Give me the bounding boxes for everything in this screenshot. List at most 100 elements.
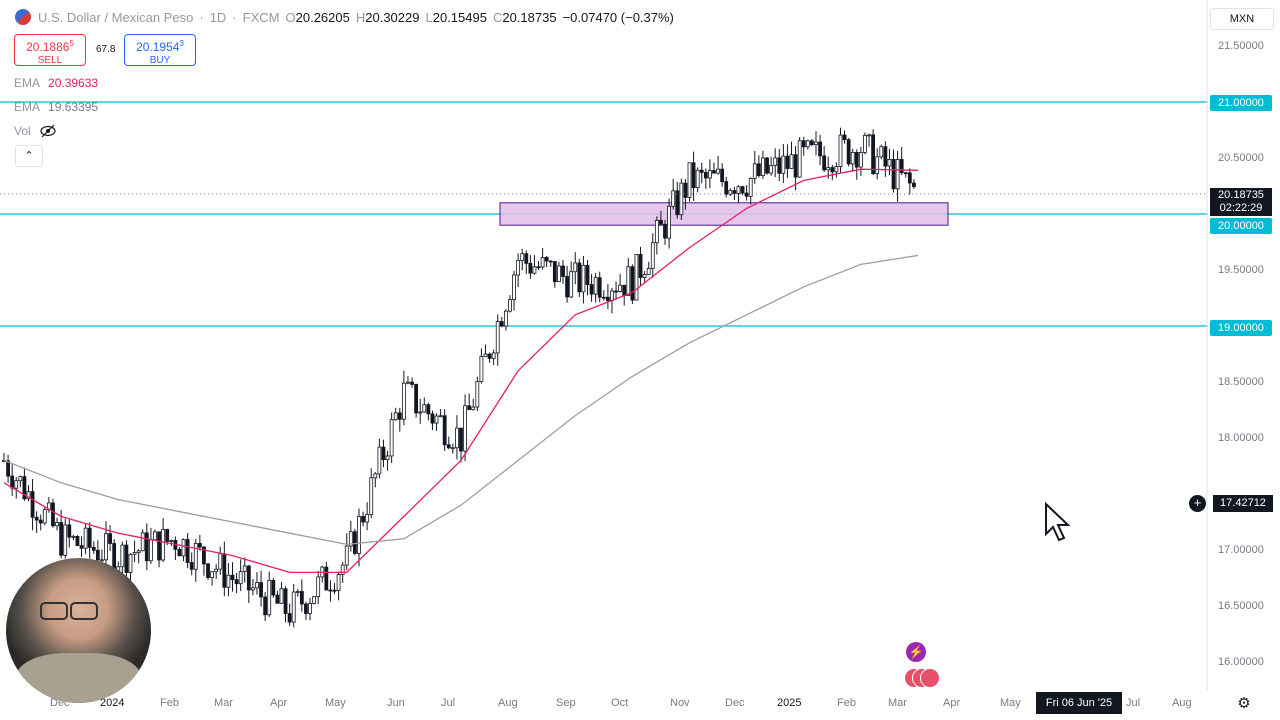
- currency-selector[interactable]: MXN: [1210, 8, 1274, 30]
- time-axis-label: Jul: [441, 697, 456, 709]
- collapse-legend-button[interactable]: ⌃: [15, 145, 43, 167]
- candle-body: [55, 522, 59, 527]
- candle-body: [508, 299, 512, 312]
- candle-body: [720, 168, 725, 183]
- candle-body: [242, 565, 247, 572]
- level-21-tag[interactable]: 21.00000: [1210, 95, 1272, 111]
- candle-body: [34, 516, 39, 521]
- candle-body: [708, 170, 712, 179]
- symbol-legend[interactable]: U.S. Dollar / Mexican Peso · 1D · FXCM O…: [14, 8, 674, 26]
- lightning-event-icon[interactable]: ⚡: [906, 642, 926, 662]
- candle-body: [124, 544, 129, 573]
- bar-countdown: 02:22:29: [1219, 202, 1263, 214]
- candle-body: [291, 591, 296, 623]
- level-20-tag[interactable]: 20.00000: [1210, 218, 1272, 234]
- time-axis-label: May: [325, 697, 346, 709]
- candle-body: [185, 539, 190, 563]
- sell-button[interactable]: 20.18865 SELL: [14, 34, 86, 66]
- candle-body: [822, 155, 827, 171]
- candle-body: [132, 552, 137, 555]
- settings-gear-icon[interactable]: ⚙: [1237, 695, 1251, 712]
- candle-body: [381, 446, 386, 461]
- candle-body: [683, 182, 688, 198]
- candle-body: [218, 553, 223, 570]
- candle-body: [365, 514, 370, 523]
- candle-body: [716, 168, 720, 174]
- candle-body: [789, 154, 794, 169]
- candle-body: [328, 589, 333, 592]
- candle-body: [781, 155, 786, 174]
- candle-body: [646, 267, 651, 275]
- candle-body: [765, 157, 769, 174]
- candle-body: [536, 266, 541, 269]
- candle-body: [724, 181, 729, 195]
- candle-body: [340, 564, 345, 575]
- price-axis-label: 16.00000: [1218, 656, 1264, 668]
- ema-fast-line: [3, 168, 919, 574]
- candle-body: [663, 223, 667, 239]
- candle-body: [744, 192, 749, 197]
- price-axis-label: 19.50000: [1218, 264, 1264, 276]
- ema-fast-legend[interactable]: EMA 20.39633: [14, 76, 98, 90]
- hidden-eye-icon[interactable]: [39, 124, 57, 138]
- candle-body: [826, 167, 831, 171]
- candle-body: [59, 522, 64, 556]
- candle-body: [271, 579, 276, 596]
- candle-body: [871, 134, 876, 174]
- candle-body: [79, 545, 84, 549]
- ema-slow-legend[interactable]: EMA 19.63395: [14, 100, 98, 114]
- candle-body: [752, 163, 757, 179]
- candle-body: [393, 412, 398, 421]
- candle-body: [699, 169, 704, 173]
- candle-body: [6, 460, 10, 477]
- candle-body: [144, 532, 149, 562]
- candle-body: [565, 276, 569, 298]
- buy-button[interactable]: 20.19543 BUY: [124, 34, 196, 66]
- candle-body: [887, 159, 892, 167]
- candle-body: [573, 262, 578, 273]
- volume-legend[interactable]: Vol: [14, 124, 57, 138]
- candle-body: [401, 382, 406, 420]
- time-axis-label: Feb: [160, 697, 179, 709]
- candle-body: [548, 260, 553, 263]
- candle-body: [614, 290, 618, 293]
- candle-body: [687, 162, 692, 198]
- candle-body: [336, 574, 341, 591]
- candle-body: [369, 477, 374, 515]
- candle-body: [442, 415, 447, 446]
- candle-body: [324, 566, 329, 591]
- candle-body: [389, 419, 394, 457]
- candle-body: [679, 182, 684, 216]
- interval[interactable]: 1D: [209, 9, 227, 25]
- candle-body: [312, 596, 317, 604]
- level-19-tag[interactable]: 19.00000: [1210, 320, 1272, 336]
- ema-fast-value: 20.39633: [48, 76, 99, 90]
- crosshair-price-tag: 17.42712: [1213, 495, 1273, 512]
- symbol-name[interactable]: U.S. Dollar / Mexican Peso: [38, 9, 194, 25]
- candle-body: [756, 163, 761, 176]
- economic-events-icon[interactable]: [904, 668, 940, 688]
- exchange: FXCM: [242, 9, 280, 25]
- candle-body: [18, 476, 23, 482]
- candle-body: [622, 284, 627, 296]
- add-alert-plus-icon[interactable]: +: [1189, 495, 1206, 512]
- candle-body: [406, 381, 410, 384]
- candle-body: [667, 205, 671, 239]
- sell-price: 20.1886: [26, 40, 70, 54]
- ema-fast-name: EMA: [14, 76, 41, 90]
- candle-body: [230, 574, 235, 581]
- open-value: 20.26205: [295, 9, 350, 25]
- spread-value: 67.8: [96, 44, 116, 55]
- candle-body: [516, 259, 521, 276]
- time-axis-label: Jun: [387, 697, 405, 709]
- price-axis-label: 16.50000: [1218, 600, 1264, 612]
- candle-body: [238, 571, 243, 585]
- candle-body: [618, 284, 623, 292]
- candle-body: [830, 167, 835, 173]
- candle-body: [879, 146, 884, 158]
- candle-body: [503, 310, 508, 327]
- candle-body: [202, 546, 206, 565]
- mouse-cursor-icon: [1045, 502, 1071, 542]
- candle-body: [181, 539, 186, 557]
